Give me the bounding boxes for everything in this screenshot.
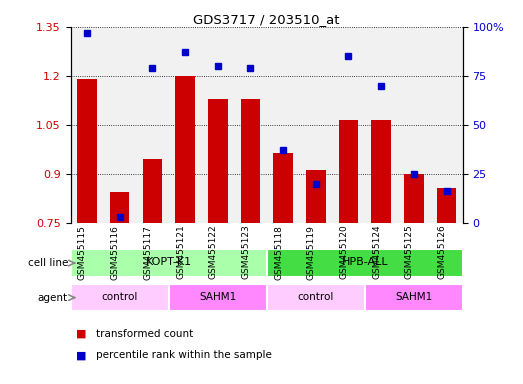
Text: GSM455117: GSM455117 — [143, 225, 152, 280]
Bar — [71, 284, 168, 311]
Bar — [71, 249, 267, 277]
Bar — [365, 284, 463, 311]
Bar — [267, 27, 299, 223]
Bar — [339, 120, 358, 223]
Bar — [77, 79, 97, 223]
Bar — [241, 99, 260, 223]
Bar — [71, 27, 104, 223]
Bar — [208, 99, 228, 223]
Text: ■: ■ — [76, 329, 86, 339]
Text: GSM455121: GSM455121 — [176, 225, 185, 280]
Bar — [267, 284, 365, 311]
Bar — [110, 192, 129, 223]
Text: SAHM1: SAHM1 — [395, 292, 433, 302]
Text: control: control — [298, 292, 334, 302]
Bar — [267, 249, 463, 277]
Text: GSM455116: GSM455116 — [111, 225, 120, 280]
Bar — [299, 27, 332, 223]
Bar — [365, 27, 397, 223]
Text: transformed count: transformed count — [96, 329, 193, 339]
Bar — [397, 27, 430, 223]
Text: GSM455115: GSM455115 — [78, 225, 87, 280]
Bar — [306, 170, 325, 223]
Text: GSM455120: GSM455120 — [339, 225, 348, 280]
Bar — [273, 152, 293, 223]
Text: control: control — [101, 292, 138, 302]
Text: GSM455122: GSM455122 — [209, 225, 218, 279]
Bar — [104, 27, 136, 223]
Bar — [201, 27, 234, 223]
Bar — [175, 76, 195, 223]
Text: percentile rank within the sample: percentile rank within the sample — [96, 350, 271, 360]
Title: GDS3717 / 203510_at: GDS3717 / 203510_at — [194, 13, 340, 26]
Bar — [404, 174, 424, 223]
Bar — [168, 27, 201, 223]
Text: HPB-ALL: HPB-ALL — [342, 257, 388, 267]
Bar — [437, 189, 456, 223]
Bar — [136, 27, 168, 223]
Bar — [332, 27, 365, 223]
Text: GSM455118: GSM455118 — [274, 225, 283, 280]
Bar — [234, 27, 267, 223]
Text: GSM455124: GSM455124 — [372, 225, 381, 279]
Text: GSM455119: GSM455119 — [307, 225, 316, 280]
Text: SAHM1: SAHM1 — [199, 292, 236, 302]
Text: KOPT-K1: KOPT-K1 — [145, 257, 192, 267]
Bar — [430, 27, 463, 223]
Text: GSM455123: GSM455123 — [242, 225, 251, 280]
Bar — [371, 120, 391, 223]
Text: cell line: cell line — [28, 258, 68, 268]
Bar — [168, 284, 267, 311]
Text: agent: agent — [38, 293, 68, 303]
Text: GSM455126: GSM455126 — [438, 225, 447, 280]
Bar — [142, 159, 162, 223]
Text: GSM455125: GSM455125 — [405, 225, 414, 280]
Text: ■: ■ — [76, 350, 86, 360]
